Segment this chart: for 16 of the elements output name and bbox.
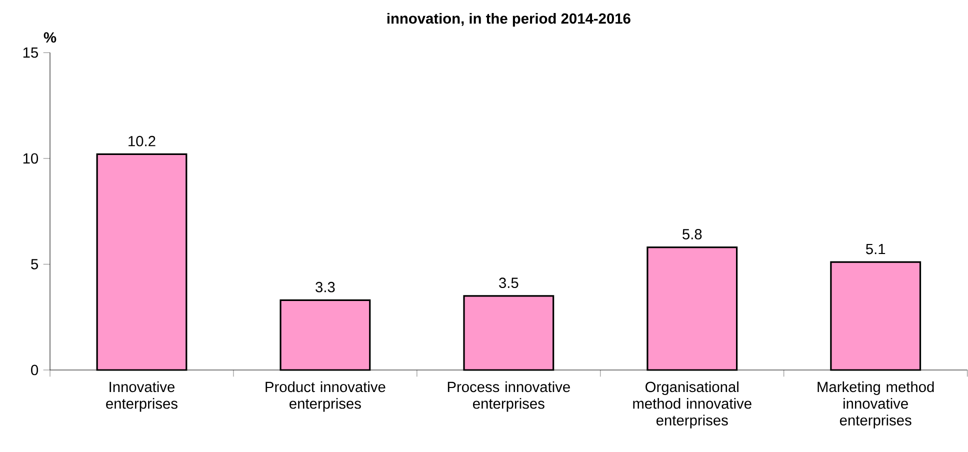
y-tick-label: 0 <box>31 364 38 376</box>
data-label: 5.1 <box>866 244 886 254</box>
y-tick-label: 15 <box>23 48 38 58</box>
y-axis-title: % <box>44 32 56 43</box>
x-tick-label: Marketing method innovative enterprises <box>818 381 934 428</box>
x-tick-label: Innovative enterprises <box>106 381 178 412</box>
x-tick-label: Organisational method innovative enterprises <box>633 381 752 428</box>
y-tick-label: 10 <box>23 153 38 164</box>
data-label: 10.2 <box>128 136 156 146</box>
data-label: 3.3 <box>316 282 335 292</box>
x-tick-label: Process innovative enterprises <box>448 381 570 412</box>
chart-title: innovation, in the period 2014-2016 <box>387 12 630 27</box>
y-tick-label: 5 <box>31 259 38 270</box>
data-label: 3.5 <box>499 278 518 288</box>
x-tick-label: Product innovative enterprises <box>266 381 386 412</box>
data-label: 5.8 <box>682 229 702 240</box>
